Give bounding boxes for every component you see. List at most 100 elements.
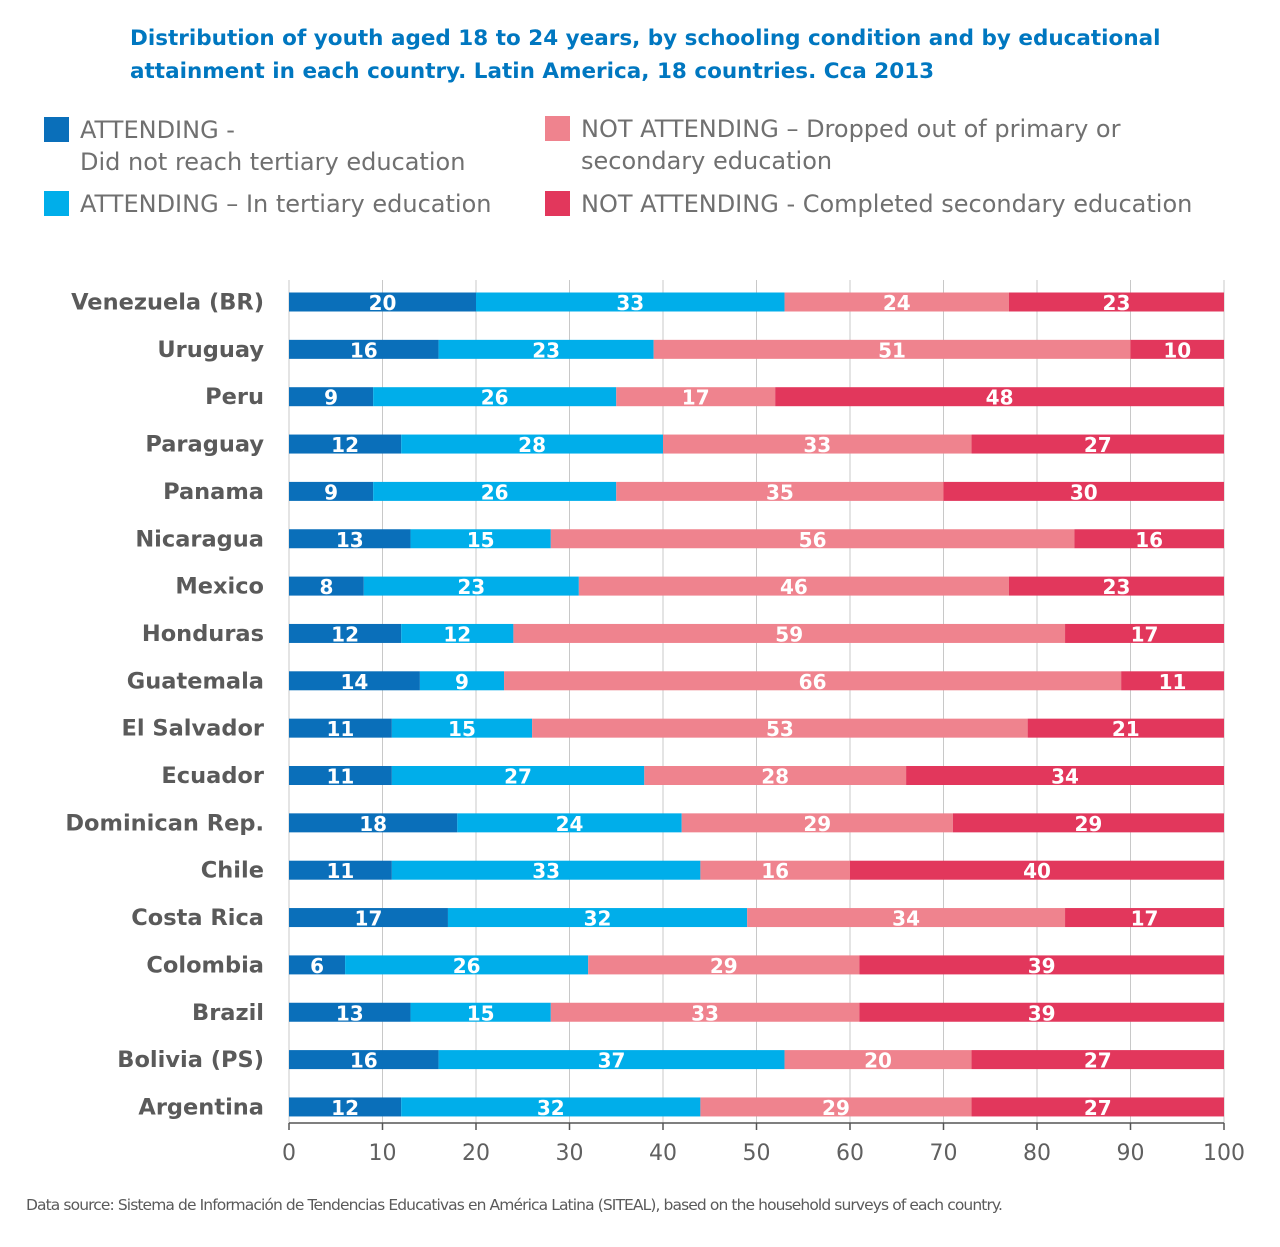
data-label: 10 <box>1163 338 1191 362</box>
bar-segment <box>616 387 776 407</box>
data-label: 14 <box>341 670 369 694</box>
bar-segment <box>859 955 1224 975</box>
data-source-note: Data source: Sistema de Información de T… <box>26 1196 1003 1214</box>
data-label: 39 <box>1028 954 1056 978</box>
data-label: 26 <box>481 480 509 504</box>
category-label: Chile <box>201 858 264 884</box>
bar-segment <box>289 955 346 975</box>
category-label: Nicaragua <box>135 526 264 552</box>
bar-segment <box>1008 292 1224 312</box>
bar-segment <box>644 766 907 785</box>
category-label: Paraguay <box>145 432 264 458</box>
x-tick-label: 80 <box>1023 1141 1051 1166</box>
bar-segment <box>401 623 514 643</box>
legend-swatch-attending-non-tertiary <box>44 117 69 142</box>
data-label: 28 <box>518 433 546 457</box>
bar-segment <box>363 576 579 596</box>
bar-segment <box>747 908 1066 928</box>
x-tick-label: 20 <box>462 1141 490 1166</box>
data-label: 35 <box>766 480 794 504</box>
bar-row-panama: Panama 9 26 35 30 <box>163 479 1224 505</box>
bar-segment <box>391 766 645 785</box>
data-label: 56 <box>799 528 827 552</box>
category-label: Brazil <box>192 1000 264 1026</box>
bar-segment <box>447 908 748 928</box>
bar-row-guatemala: Guatemala 14 9 66 11 <box>127 668 1224 694</box>
category-label: Mexico <box>175 574 264 600</box>
data-label: 17 <box>1131 622 1159 646</box>
bar-segment <box>289 908 448 928</box>
bar-segment <box>289 292 476 312</box>
category-label: Argentina <box>138 1094 264 1120</box>
bar-segment <box>289 671 420 691</box>
data-label: 23 <box>1103 575 1131 599</box>
data-label: 27 <box>1084 433 1112 457</box>
x-tick-label: 100 <box>1203 1141 1245 1166</box>
bar-segment <box>419 671 505 691</box>
data-label: 13 <box>336 1001 364 1025</box>
legend-label-attending-non-tertiary: ATTENDING - Did not reach tertiary educa… <box>80 116 466 176</box>
bar-segment <box>289 1002 411 1022</box>
category-label: Panama <box>163 479 264 505</box>
bar-segment <box>289 766 392 785</box>
bar-row-honduras: Honduras 12 12 59 17 <box>142 621 1224 647</box>
data-label: 12 <box>331 433 359 457</box>
data-label: 12 <box>331 622 359 646</box>
bar-segment <box>391 860 701 880</box>
bar-segment <box>700 1097 972 1117</box>
bar-segment <box>784 1050 972 1070</box>
bar-segment <box>952 813 1224 833</box>
bar-segment <box>391 718 533 738</box>
bar-segment <box>588 955 860 975</box>
bar-segment <box>457 813 682 833</box>
legend-item-attending-tertiary: ATTENDING – In tertiary education <box>44 188 491 220</box>
bar-segment <box>289 813 458 833</box>
category-label: Colombia <box>146 952 264 978</box>
data-label: 28 <box>761 765 789 789</box>
category-label: El Salvador <box>121 716 264 742</box>
data-label: 32 <box>584 907 612 931</box>
bar-row-uruguay: Uruguay 16 23 51 10 <box>157 337 1224 363</box>
bar-segment <box>943 481 1224 501</box>
data-label: 24 <box>556 812 584 836</box>
data-label: 16 <box>350 1049 378 1073</box>
data-label: 18 <box>359 812 387 836</box>
bar-segment <box>373 481 617 501</box>
data-label: 30 <box>1070 480 1098 504</box>
data-label: 9 <box>324 480 338 504</box>
bar-segment <box>438 339 654 359</box>
data-label: 26 <box>481 386 509 410</box>
data-label: 33 <box>616 291 644 315</box>
category-label: Ecuador <box>161 763 264 789</box>
bar-segment <box>289 339 439 359</box>
data-label: 12 <box>443 622 471 646</box>
category-label: Peru <box>205 384 264 410</box>
legend-label-attending-tertiary: ATTENDING – In tertiary education <box>80 190 492 218</box>
x-tick-label: 60 <box>836 1141 864 1166</box>
bar-segment <box>289 434 402 454</box>
data-label: 11 <box>327 859 355 883</box>
bar-segment <box>289 387 374 407</box>
bar-row-brazil: Brazil 13 15 33 39 <box>192 1000 1224 1026</box>
data-label: 11 <box>327 765 355 789</box>
data-label: 15 <box>448 717 476 741</box>
legend-swatch-attending-tertiary <box>44 191 69 216</box>
bar-row-chile: Chile 11 33 16 40 <box>201 858 1224 884</box>
bar-segment <box>1065 623 1224 643</box>
data-label: 66 <box>799 670 827 694</box>
data-label: 53 <box>766 717 794 741</box>
bar-segment <box>1008 576 1224 596</box>
data-label: 17 <box>682 386 710 410</box>
bar-segment <box>289 481 374 501</box>
category-label: Guatemala <box>127 668 264 694</box>
bar-segment <box>476 292 785 312</box>
data-label: 16 <box>761 859 789 883</box>
data-label: 24 <box>883 291 911 315</box>
data-label: 34 <box>1051 765 1079 789</box>
bar-segment <box>971 434 1224 454</box>
bar-segment <box>289 1050 439 1070</box>
data-label: 48 <box>986 386 1014 410</box>
bar-segment <box>971 1050 1224 1070</box>
bar-row-argentina: Argentina 12 32 29 27 <box>138 1094 1224 1120</box>
data-label: 59 <box>775 622 803 646</box>
